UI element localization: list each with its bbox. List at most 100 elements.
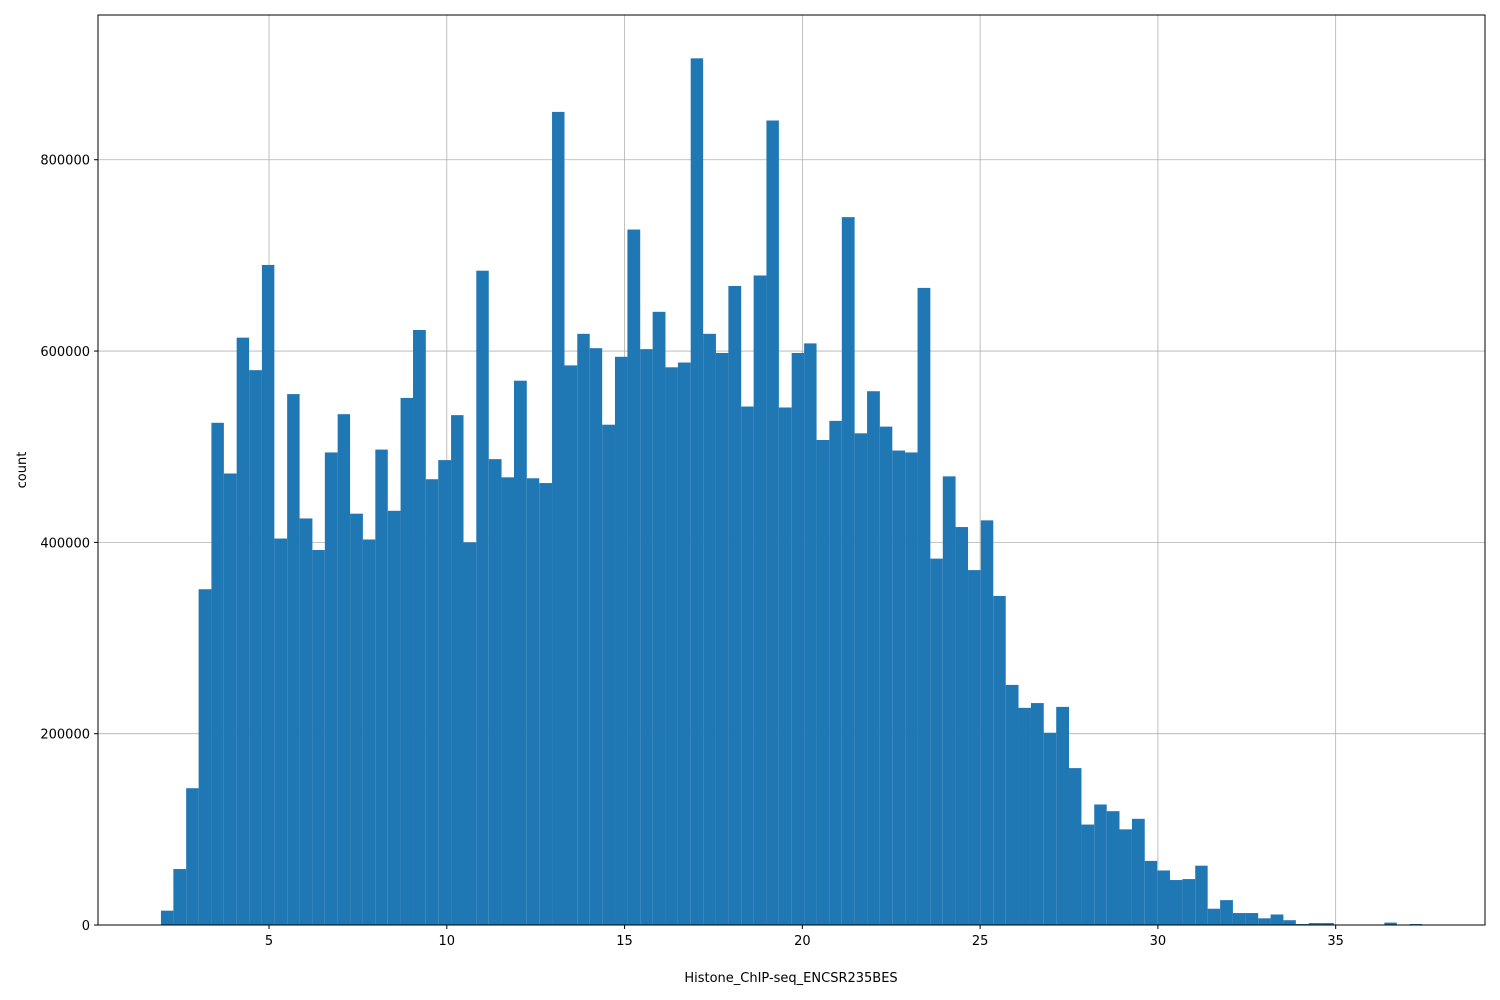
y-tick-label: 200000 (40, 728, 90, 743)
bar (879, 426, 893, 925)
bar (703, 333, 716, 925)
bar (1119, 829, 1132, 925)
bar (741, 406, 754, 926)
bar (425, 479, 439, 925)
bar (942, 476, 956, 925)
bar (867, 391, 880, 925)
bar (1106, 811, 1120, 925)
bar (173, 869, 187, 925)
bar (677, 362, 691, 925)
y-tick-label: 400000 (40, 536, 90, 551)
bar (287, 394, 300, 925)
bar (1081, 824, 1095, 925)
bar (552, 111, 565, 926)
bar (1005, 684, 1019, 925)
bar (627, 229, 641, 925)
bar (640, 349, 653, 926)
bar (223, 473, 237, 925)
bar (1131, 818, 1145, 925)
bar (451, 415, 464, 925)
bar (589, 348, 603, 925)
bar (1270, 914, 1284, 925)
x-tick-label: 35 (1327, 934, 1344, 949)
bar (778, 407, 792, 925)
y-tick-label: 800000 (40, 154, 90, 169)
bar (1283, 920, 1296, 925)
bar (362, 539, 376, 925)
bar (438, 460, 452, 925)
bar (186, 788, 199, 925)
bar (930, 558, 943, 925)
bar (753, 275, 767, 926)
bar (526, 478, 540, 925)
bar (690, 58, 704, 926)
bar (539, 483, 553, 925)
x-tick-label: 25 (972, 934, 989, 949)
bar (968, 570, 981, 925)
plot-frame (97, 14, 1486, 926)
y-tick-label: 600000 (40, 345, 90, 360)
bar (513, 380, 527, 925)
x-tick-label: 10 (439, 934, 456, 949)
bar (791, 352, 805, 925)
bar (905, 452, 918, 925)
bar (728, 286, 742, 925)
bar (274, 538, 288, 925)
x-tick-label: 20 (794, 934, 811, 949)
y-axis-label: count (15, 452, 30, 489)
bar (993, 595, 1006, 925)
bar (501, 477, 514, 925)
bar (1321, 923, 1334, 925)
bar (1232, 913, 1246, 925)
bar (804, 343, 817, 925)
bar (955, 527, 969, 925)
bar (665, 367, 678, 925)
bar (261, 264, 275, 926)
bar (715, 352, 729, 925)
x-axis-label: Histone_ChIP-seq_ENCSR235BES (684, 971, 897, 986)
bar (1030, 703, 1044, 925)
y-tick-label: 0 (82, 919, 90, 934)
x-tick-label: 15 (616, 934, 633, 949)
bar (463, 542, 477, 925)
bar (299, 518, 313, 925)
bar (350, 513, 363, 925)
bar (892, 450, 906, 925)
bar (249, 370, 262, 925)
x-tick-label: 30 (1150, 934, 1167, 949)
bar (1207, 908, 1221, 925)
bar (1144, 860, 1158, 925)
bar (917, 287, 931, 925)
bar (1169, 880, 1183, 925)
x-tick-label: 5 (265, 934, 273, 949)
bar (211, 422, 224, 925)
bar (980, 520, 994, 925)
bar (1308, 923, 1322, 925)
bar (829, 420, 842, 925)
bar (1245, 913, 1259, 925)
bar (1258, 918, 1271, 925)
bar (476, 270, 489, 925)
bar (413, 330, 426, 926)
bar (1182, 879, 1196, 925)
bar (1056, 706, 1070, 925)
bar (160, 910, 174, 925)
bar (602, 424, 615, 925)
bar (1384, 922, 1397, 925)
bar (1220, 900, 1233, 925)
bar (854, 433, 868, 925)
bar (577, 333, 590, 925)
bar (816, 440, 830, 925)
bar (841, 217, 855, 925)
bar (1069, 768, 1082, 925)
bar (1094, 804, 1107, 925)
bar (312, 550, 325, 925)
bar (1195, 865, 1208, 925)
bar (337, 414, 351, 925)
bar (488, 459, 502, 925)
bar (324, 452, 338, 925)
bar (375, 449, 388, 925)
bar (236, 337, 250, 925)
bar (198, 589, 212, 925)
